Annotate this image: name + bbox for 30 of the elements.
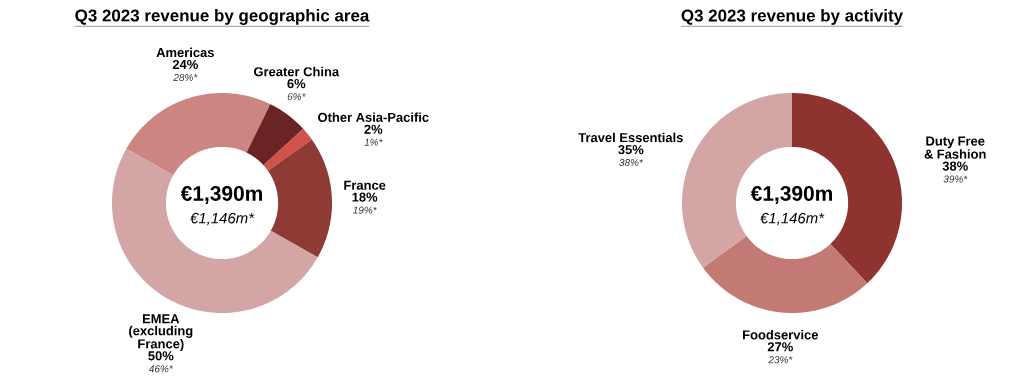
chart-title: Q3 2023 revenue by activity [681,9,903,25]
text: €1,390m [180,186,262,204]
text: 39%* [943,175,968,183]
text: 19%* [353,206,377,214]
data-label: 2% [364,124,383,134]
text: €1,146m* [190,212,255,226]
data-label: 50% [148,351,174,361]
text: 28%* [173,73,198,81]
data-label: 35% [618,145,644,155]
text: 46%* [148,365,173,373]
slice-label: Foodservice [743,329,819,340]
slice-label: France [344,180,386,190]
slice-label: Travel Essentials [578,132,683,143]
data-label: 27% [767,342,793,352]
text: 38%* [619,159,643,167]
slice-label: EMEA (excluding France) [129,314,193,351]
data-label: 38% [942,161,968,171]
text: 6%* [287,93,306,101]
text: €1,390m [750,186,832,204]
text: 23%* [768,356,793,364]
data-label: 18% [352,192,378,202]
slice-label: Other Asia-Pacific [318,112,429,122]
slice-label: Duty Free & Fashion [924,136,986,159]
chart-title: Q3 2023 revenue by geographic area [75,9,370,25]
data-label: 24% [172,59,198,70]
slice-label: Greater China [254,66,340,77]
text: 1%* [364,138,383,146]
text: €1,146m* [760,212,825,226]
slice-label: Americas [156,47,214,58]
data-label: 6% [287,79,306,89]
